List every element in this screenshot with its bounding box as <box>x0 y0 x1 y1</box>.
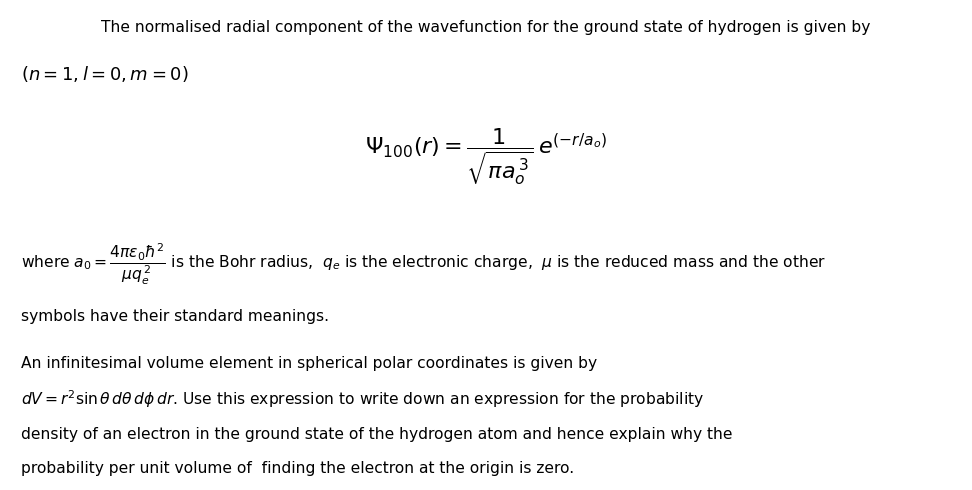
Text: symbols have their standard meanings.: symbols have their standard meanings. <box>21 309 330 323</box>
Text: where $a_0 = \dfrac{4\pi\varepsilon_0\hbar^2}{\mu q_e^{\,2}}$ is the Bohr radius: where $a_0 = \dfrac{4\pi\varepsilon_0\hb… <box>21 242 826 287</box>
Text: $\Psi_{100}(r) = \dfrac{1}{\sqrt{\pi a_o^{\,3}}}\,e^{(-r/a_o)}$: $\Psi_{100}(r) = \dfrac{1}{\sqrt{\pi a_o… <box>365 126 607 187</box>
Text: $dV = r^2\sin\theta\, d\theta\, d\phi\, dr$. Use this expression to write down a: $dV = r^2\sin\theta\, d\theta\, d\phi\, … <box>21 389 705 410</box>
Text: The normalised radial component of the wavefunction for the ground state of hydr: The normalised radial component of the w… <box>101 20 871 35</box>
Text: probability per unit volume of  finding the electron at the origin is zero.: probability per unit volume of finding t… <box>21 462 574 476</box>
Text: An infinitesimal volume element in spherical polar coordinates is given by: An infinitesimal volume element in spher… <box>21 356 598 371</box>
Text: $(n = 1, l = 0, m = 0)$: $(n = 1, l = 0, m = 0)$ <box>21 64 189 84</box>
Text: density of an electron in the ground state of the hydrogen atom and hence explai: density of an electron in the ground sta… <box>21 427 733 442</box>
